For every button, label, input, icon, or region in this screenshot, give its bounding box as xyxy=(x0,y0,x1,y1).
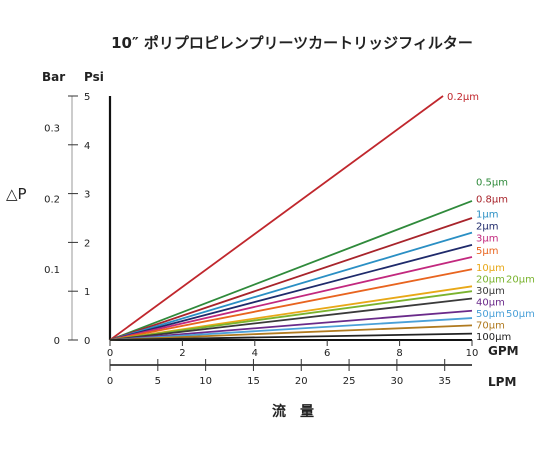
series-line xyxy=(109,243,473,341)
series-line xyxy=(109,317,473,341)
gpm-tick-label: 6 xyxy=(324,348,330,359)
series-label: 20µm xyxy=(476,275,505,286)
psi-tick-label: 5 xyxy=(84,92,90,103)
chart-title: 10″ ポリプロピレンプリーツカートリッジフィルター xyxy=(111,34,473,52)
lpm-tick-label: 20 xyxy=(295,376,308,387)
series-line xyxy=(109,231,473,341)
y-axis-label: △P xyxy=(6,185,27,203)
bracket-label: 50µm xyxy=(506,309,535,320)
series-label: 0.5µm xyxy=(476,178,508,189)
bar-tick-label: 0.1 xyxy=(44,265,60,276)
axes: 0 1 2 3 4 5 0 0.1 0.2 0.3 0 2 4 6 8 10 0 5 10 15 20 25 30 35 xyxy=(44,92,478,387)
bar-tick-label: 0.3 xyxy=(44,124,60,135)
series-label: 70µm xyxy=(476,321,505,332)
series-label: 0.8µm xyxy=(476,195,508,206)
series-line xyxy=(109,332,473,341)
psi-tick-label: 3 xyxy=(84,190,90,201)
x-axis-label: 流 量 xyxy=(272,403,314,420)
series-label: 1µm xyxy=(476,209,498,220)
lpm-tick-label: 30 xyxy=(391,376,404,387)
gpm-tick-label: 0 xyxy=(107,348,113,359)
series-line xyxy=(109,309,473,341)
lpm-unit-label: LPM xyxy=(488,375,516,389)
psi-tick-label: 1 xyxy=(84,287,90,298)
brackets: 20µm 50µm xyxy=(506,275,535,321)
bar-tick-label: 0 xyxy=(54,336,60,347)
lpm-tick-label: 0 xyxy=(107,376,113,387)
series-line xyxy=(109,290,473,341)
series-label: 0.2µm xyxy=(447,92,479,103)
series-line xyxy=(109,200,473,341)
series-label: 50µm xyxy=(476,309,505,320)
series-label: 100µm xyxy=(476,332,511,343)
lpm-tick-label: 25 xyxy=(343,376,356,387)
lpm-tick-label: 5 xyxy=(155,376,161,387)
bar-unit-label: Bar xyxy=(42,70,65,84)
bracket-label: 20µm xyxy=(506,275,535,286)
psi-tick-label: 2 xyxy=(84,238,90,249)
psi-tick-label: 0 xyxy=(84,336,90,347)
lpm-tick-label: 15 xyxy=(247,376,260,387)
series-label: 40µm xyxy=(476,298,505,309)
gpm-unit-label: GPM xyxy=(488,344,519,358)
series-label: 2µm xyxy=(476,222,498,233)
series-line xyxy=(109,324,473,341)
series-line xyxy=(109,297,473,341)
psi-unit-label: Psi xyxy=(84,70,104,84)
gpm-tick-label: 4 xyxy=(252,348,258,359)
series-label: 5µm xyxy=(476,246,498,257)
series-line xyxy=(109,256,473,341)
gpm-tick-label: 8 xyxy=(396,348,402,359)
series-label: 3µm xyxy=(476,234,498,245)
series-line xyxy=(109,217,473,341)
series-label: 30µm xyxy=(476,286,505,297)
psi-tick-label: 4 xyxy=(84,141,90,152)
series-line xyxy=(109,268,473,341)
lpm-tick-label: 10 xyxy=(199,376,212,387)
series-lines xyxy=(109,95,473,341)
gpm-tick-label: 10 xyxy=(466,348,479,359)
lpm-tick-label: 35 xyxy=(438,376,451,387)
gpm-tick-label: 2 xyxy=(179,348,185,359)
series-line xyxy=(109,95,444,341)
series-label: 10µm xyxy=(476,263,505,274)
bar-tick-label: 0.2 xyxy=(44,194,60,205)
